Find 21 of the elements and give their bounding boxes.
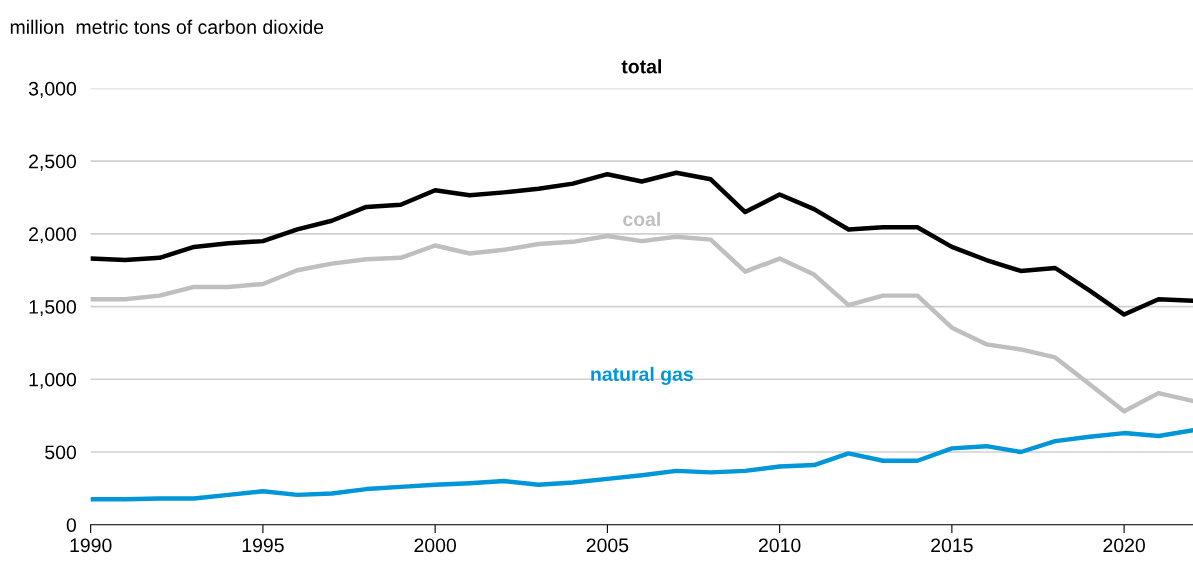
x-tick-label: 2015	[931, 538, 973, 553]
y-tick-label: 1,500	[29, 300, 77, 317]
x-tick-label: 2000	[414, 538, 457, 553]
text: natural gas	[591, 366, 693, 385]
y-tick-label: 0	[66, 518, 77, 532]
y-axis-title: million metric tons of carbon dioxide	[10, 19, 324, 34]
y-tick-label: 2,000	[29, 227, 77, 244]
x-tick-label: 2005	[586, 538, 629, 553]
y-tick-label: 3,000	[28, 81, 77, 98]
x-tick-label: 1995	[242, 538, 284, 553]
y-tick-label: 1,000	[29, 372, 77, 389]
line-series	[90, 170, 1193, 317]
y-tick-label: 2,500	[29, 154, 77, 171]
line-series	[90, 233, 1193, 414]
text: total	[621, 59, 661, 74]
line-series	[90, 427, 1193, 502]
series-label: coal	[623, 211, 660, 227]
x-tick-label: 2020	[1103, 538, 1145, 553]
y-tick-label: 500	[45, 445, 77, 460]
x-tick-label: 2010	[758, 538, 801, 553]
x-tick-label: 1990	[70, 538, 112, 553]
